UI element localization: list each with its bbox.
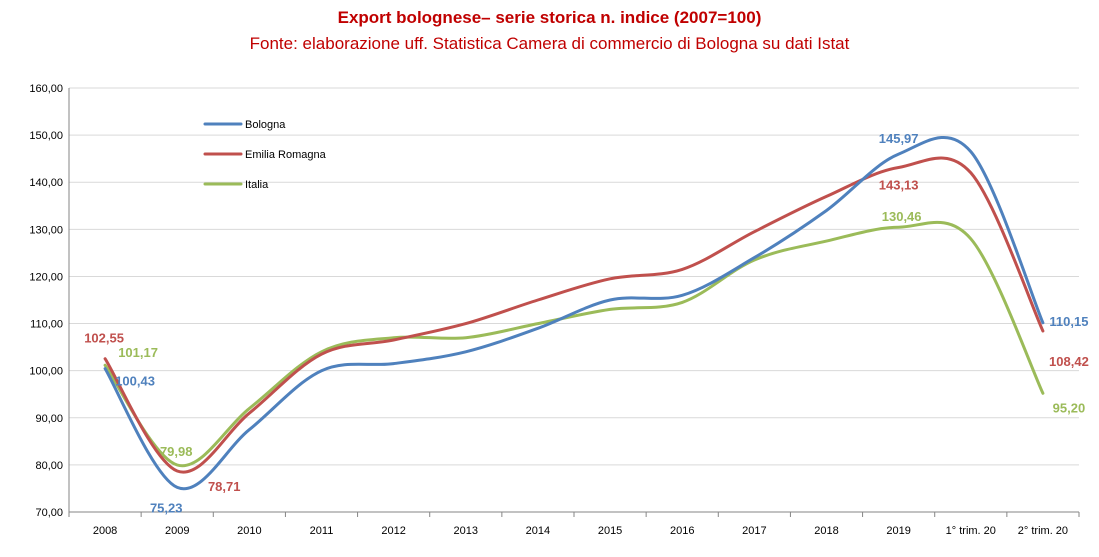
data-label: 101,17 bbox=[118, 345, 158, 360]
x-tick-label: 2009 bbox=[165, 525, 189, 537]
data-label: 95,20 bbox=[1053, 400, 1086, 415]
y-tick-label: 140,00 bbox=[29, 177, 63, 189]
x-tick-label: 2019 bbox=[886, 525, 910, 537]
legend-entry: Emilia Romagna bbox=[245, 149, 327, 161]
y-tick-label: 90,00 bbox=[35, 413, 63, 425]
x-tick-label: 2012 bbox=[381, 525, 405, 537]
x-tick-label: 2010 bbox=[237, 525, 261, 537]
y-tick-label: 100,00 bbox=[29, 366, 63, 378]
data-label: 110,15 bbox=[1049, 314, 1088, 329]
y-tick-label: 130,00 bbox=[29, 224, 63, 236]
legend-entry: Bologna bbox=[245, 119, 286, 131]
legend-entry: Italia bbox=[245, 179, 269, 191]
y-tick-label: 150,00 bbox=[29, 130, 63, 142]
data-label: 108,42 bbox=[1049, 354, 1089, 369]
data-label: 130,46 bbox=[882, 209, 922, 224]
x-tick-label: 2013 bbox=[454, 525, 478, 537]
x-tick-label: 2014 bbox=[526, 525, 550, 537]
x-tick-label: 2017 bbox=[742, 525, 766, 537]
data-label: 145,97 bbox=[879, 131, 919, 146]
x-tick-label: 2° trim. 20 bbox=[1018, 525, 1068, 537]
data-label: 78,71 bbox=[208, 479, 241, 494]
x-tick-label: 2015 bbox=[598, 525, 622, 537]
series-line-italia bbox=[103, 220, 1045, 468]
series-line-bologna bbox=[103, 136, 1045, 491]
data-label: 102,55 bbox=[84, 331, 124, 346]
x-tick-label: 1° trim. 20 bbox=[946, 525, 996, 537]
data-label: 100,43 bbox=[115, 374, 155, 389]
chart-subtitle: Fonte: elaborazione uff. Statistica Came… bbox=[249, 34, 850, 53]
y-tick-label: 120,00 bbox=[29, 271, 63, 283]
y-tick-label: 70,00 bbox=[35, 507, 63, 519]
data-label: 79,98 bbox=[160, 444, 193, 459]
chart-title: Export bolognese– serie storica n. indic… bbox=[337, 8, 762, 27]
data-label: 143,13 bbox=[879, 177, 919, 192]
series-line-emilia-romagna bbox=[103, 156, 1045, 474]
x-tick-label: 2016 bbox=[670, 525, 694, 537]
x-tick-label: 2008 bbox=[93, 525, 117, 537]
x-tick-label: 2018 bbox=[814, 525, 838, 537]
data-label: 75,23 bbox=[150, 500, 183, 515]
y-tick-label: 110,00 bbox=[30, 319, 63, 331]
x-tick-label: 2011 bbox=[310, 525, 334, 537]
y-tick-label: 80,00 bbox=[35, 460, 63, 472]
y-tick-label: 160,00 bbox=[29, 83, 63, 95]
